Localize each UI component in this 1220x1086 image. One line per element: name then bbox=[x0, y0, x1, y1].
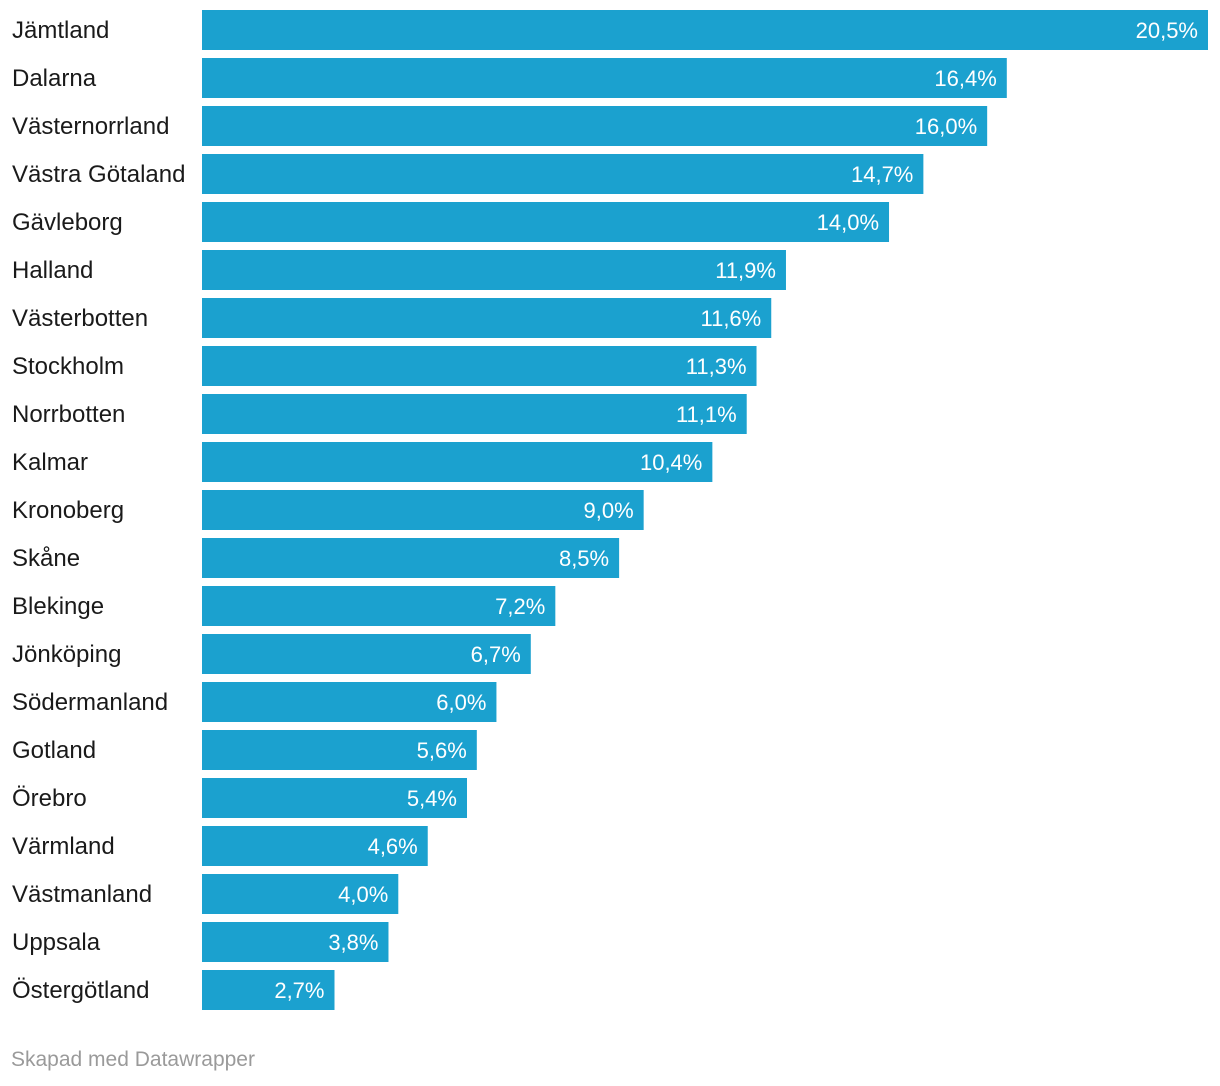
category-label: Stockholm bbox=[12, 353, 124, 380]
bar bbox=[202, 10, 1208, 50]
bar-chart: Jämtland 20,5% Dalarna 16,4% Västernorrland 1… bbox=[12, 10, 1208, 1010]
bar bbox=[202, 730, 477, 770]
bar-row: Skåne 8,5% bbox=[12, 538, 620, 578]
category-label: Gotland bbox=[12, 737, 96, 764]
value-label: 3,8% bbox=[328, 930, 378, 955]
value-label: 11,3% bbox=[686, 354, 747, 379]
value-label: 11,6% bbox=[700, 306, 761, 331]
bar-row: Örebro 5,4% bbox=[12, 778, 467, 818]
bar bbox=[202, 202, 890, 242]
value-label: 6,7% bbox=[471, 642, 521, 667]
bar bbox=[202, 970, 335, 1010]
bar bbox=[202, 682, 497, 722]
value-label: 16,0% bbox=[915, 114, 977, 139]
category-label: Östergötland bbox=[12, 977, 149, 1004]
bar bbox=[202, 826, 428, 866]
value-label: 7,2% bbox=[495, 594, 545, 619]
category-label: Jämtland bbox=[12, 17, 109, 44]
category-label: Kronoberg bbox=[12, 497, 124, 524]
bar bbox=[202, 538, 620, 578]
bar bbox=[202, 154, 924, 194]
category-label: Västerbotten bbox=[12, 305, 148, 332]
bar-row: Värmland 4,6% bbox=[12, 826, 428, 866]
bar-row: Stockholm 11,3% bbox=[12, 346, 757, 386]
category-label: Uppsala bbox=[12, 929, 101, 956]
value-label: 14,0% bbox=[817, 210, 879, 235]
bar-row: Halland 11,9% bbox=[12, 250, 786, 290]
value-label: 4,0% bbox=[338, 882, 388, 907]
bar bbox=[202, 298, 772, 338]
bar bbox=[202, 394, 747, 434]
value-label: 14,7% bbox=[851, 162, 913, 187]
bar-row: Östergötland 2,7% bbox=[12, 970, 335, 1010]
value-label: 5,4% bbox=[407, 786, 457, 811]
bar bbox=[202, 346, 757, 386]
value-label: 2,7% bbox=[274, 978, 324, 1003]
value-label: 11,9% bbox=[715, 258, 776, 283]
bar bbox=[202, 442, 713, 482]
category-label: Värmland bbox=[12, 833, 115, 860]
bar bbox=[202, 874, 399, 914]
bar-row: Norrbotten 11,1% bbox=[12, 394, 747, 434]
bar-row: Södermanland 6,0% bbox=[12, 682, 497, 722]
bar bbox=[202, 58, 1007, 98]
bar-row: Kronoberg 9,0% bbox=[12, 490, 644, 530]
bar bbox=[202, 490, 644, 530]
value-label: 9,0% bbox=[584, 498, 634, 523]
bar-row: Jämtland 20,5% bbox=[12, 10, 1208, 50]
bar-row: Gotland 5,6% bbox=[12, 730, 477, 770]
bar-row: Jönköping 6,7% bbox=[12, 634, 531, 674]
value-label: 10,4% bbox=[640, 450, 702, 475]
bar bbox=[202, 586, 556, 626]
category-label: Jönköping bbox=[12, 641, 121, 668]
category-label: Kalmar bbox=[12, 449, 88, 476]
footer-credit: Skapad med Datawrapper bbox=[11, 1048, 255, 1071]
bar-row: Västra Götaland 14,7% bbox=[12, 154, 924, 194]
bar-row: Västernorrland 16,0% bbox=[12, 106, 988, 146]
category-label: Halland bbox=[12, 257, 93, 284]
category-label: Västra Götaland bbox=[12, 161, 185, 188]
category-label: Blekinge bbox=[12, 593, 104, 620]
category-label: Västernorrland bbox=[12, 113, 169, 140]
bar bbox=[202, 106, 988, 146]
value-label: 11,1% bbox=[676, 402, 737, 427]
value-label: 8,5% bbox=[559, 546, 609, 571]
category-label: Skåne bbox=[12, 545, 80, 572]
bar-row: Västerbotten 11,6% bbox=[12, 298, 772, 338]
bar-row: Uppsala 3,8% bbox=[12, 922, 389, 962]
bar-row: Dalarna 16,4% bbox=[12, 58, 1007, 98]
value-label: 20,5% bbox=[1136, 18, 1198, 43]
bar bbox=[202, 634, 531, 674]
value-label: 4,6% bbox=[368, 834, 418, 859]
bar bbox=[202, 250, 786, 290]
category-label: Södermanland bbox=[12, 689, 168, 716]
bar-row: Gävleborg 14,0% bbox=[12, 202, 890, 242]
value-label: 16,4% bbox=[934, 66, 996, 91]
category-label: Örebro bbox=[12, 785, 87, 812]
value-label: 6,0% bbox=[436, 690, 486, 715]
category-label: Gävleborg bbox=[12, 209, 123, 236]
value-label: 5,6% bbox=[417, 738, 467, 763]
category-label: Norrbotten bbox=[12, 401, 125, 428]
category-label: Dalarna bbox=[12, 65, 97, 92]
bar-row: Västmanland 4,0% bbox=[12, 874, 399, 914]
category-label: Västmanland bbox=[12, 881, 152, 908]
bar-row: Blekinge 7,2% bbox=[12, 586, 556, 626]
bar bbox=[202, 922, 389, 962]
bar-row: Kalmar 10,4% bbox=[12, 442, 713, 482]
bar bbox=[202, 778, 467, 818]
